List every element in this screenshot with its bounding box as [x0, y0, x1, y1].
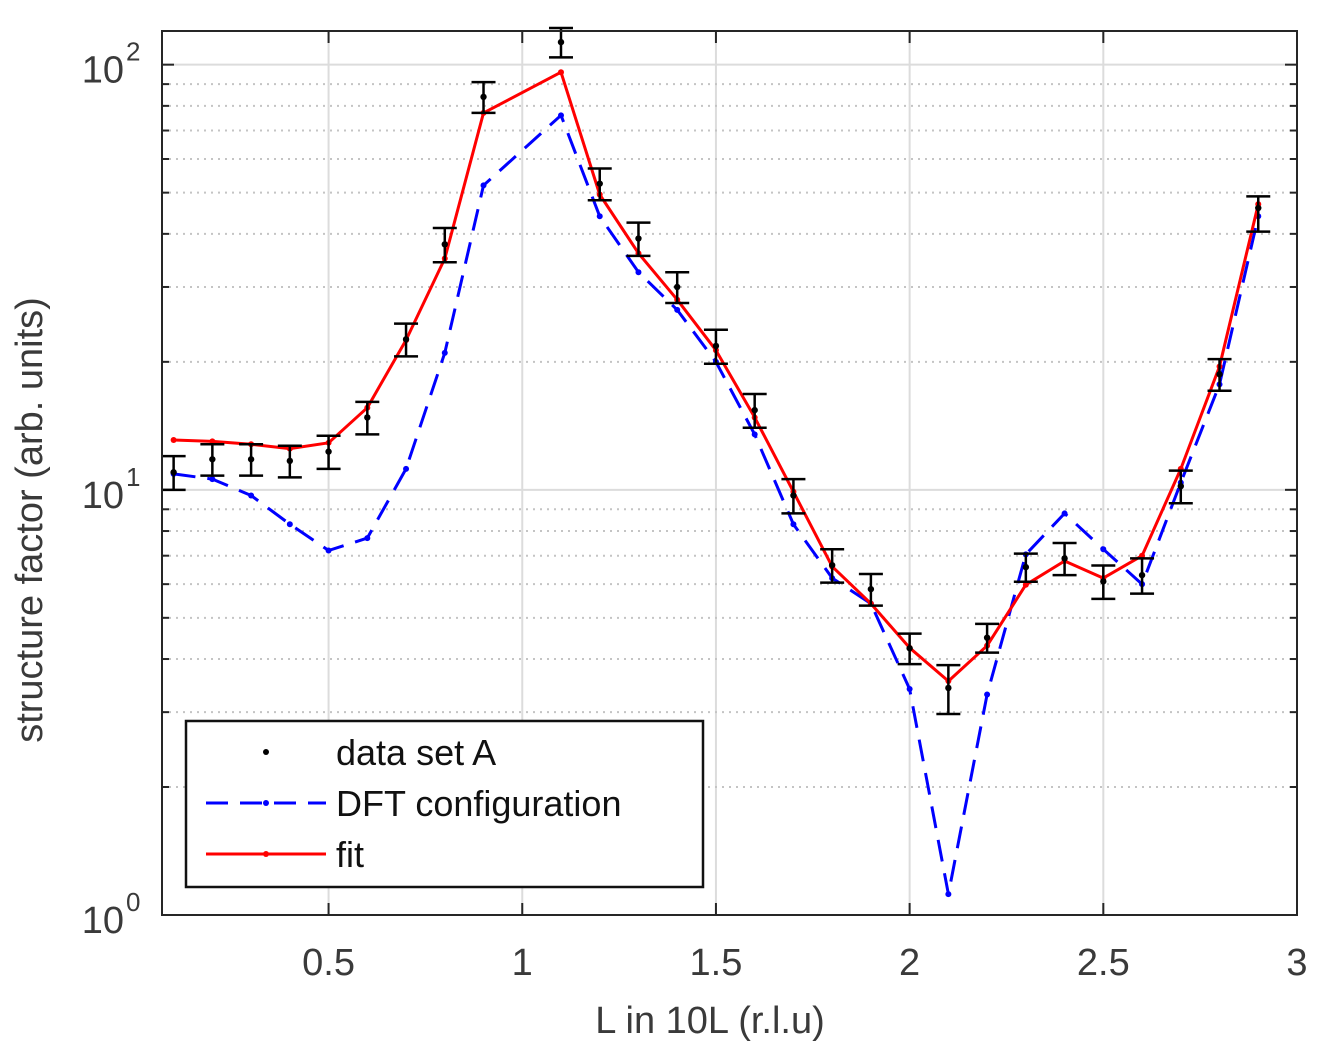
- data-point-data-set-a: [1022, 563, 1030, 571]
- x-tick-label: 1.5: [690, 942, 743, 984]
- data-point-dft-configuration: [286, 521, 293, 528]
- y-tick-label-exponent: 0: [126, 887, 140, 917]
- data-point-dft-configuration: [364, 535, 371, 542]
- data-point-data-set-a: [674, 283, 681, 291]
- data-point-data-set-a: [1255, 204, 1262, 212]
- data-point-fit: [209, 438, 216, 445]
- data-point-data-set-a: [402, 336, 410, 343]
- data-point-data-set-a: [1177, 482, 1184, 490]
- data-point-data-set-a: [635, 235, 642, 242]
- x-tick-label: 3: [1286, 942, 1307, 984]
- y-tick-label: 10 1: [82, 462, 141, 517]
- data-point-data-set-a: [286, 457, 294, 465]
- data-point-data-set-a: [557, 38, 565, 46]
- data-point-data-set-a: [1100, 578, 1107, 585]
- data-point-dft-configuration: [557, 112, 564, 119]
- legend-marker-fit: [263, 851, 269, 857]
- data-point-dft-configuration: [480, 182, 487, 189]
- data-point-dft-configuration: [906, 686, 913, 693]
- series-data-set-a: [161, 26, 1271, 716]
- y-tick-label-base: 10: [82, 900, 124, 942]
- x-tick-label: 1: [512, 942, 533, 984]
- legend-label-data-set-a: data set A: [336, 732, 496, 773]
- legend: data set A DFT configuration fit: [184, 719, 705, 889]
- plot-frame: [161, 30, 1298, 916]
- data-point-data-set-a: [1061, 555, 1068, 562]
- series-dft-configuration: [170, 112, 1262, 898]
- data-point-fit: [557, 69, 564, 76]
- y-tick-label-exponent: 1: [126, 462, 140, 492]
- data-point-dft-configuration: [441, 349, 448, 356]
- data-point-data-set-a: [712, 342, 720, 350]
- y-tick-label-exponent: 2: [126, 37, 140, 67]
- data-point-data-set-a: [906, 645, 913, 652]
- data-point-dft-configuration: [945, 891, 952, 898]
- data-point-dft-configuration: [790, 521, 797, 528]
- series-line-fit: [173, 70, 1260, 683]
- data-point-data-set-a: [828, 561, 836, 569]
- x-tick-label: 2.5: [1077, 942, 1130, 984]
- legend-marker-dft-configuration: [263, 800, 269, 806]
- data-point-data-set-a: [247, 456, 255, 463]
- legend-label-fit: fit: [336, 834, 364, 875]
- data-point-data-set-a: [867, 585, 875, 593]
- x-axis-title: L in 10L (r.l.u): [595, 1000, 825, 1042]
- data-point-dft-configuration: [1100, 546, 1107, 553]
- data-point-data-set-a: [983, 634, 991, 641]
- legend-box: [184, 719, 705, 889]
- data-point-data-set-a: [364, 414, 371, 421]
- legend-entry-fit: fit: [206, 834, 364, 875]
- data-point-fit: [1022, 581, 1029, 588]
- data-point-data-set-a: [441, 241, 448, 248]
- data-point-dft-configuration: [1061, 510, 1068, 517]
- data-point-dft-configuration: [984, 691, 991, 698]
- y-axis-title: structure factor (arb. units): [9, 297, 51, 743]
- legend-entry-dft-configuration: DFT configuration: [206, 783, 621, 824]
- data-point-dft-configuration: [596, 213, 603, 220]
- y-tick-label: 10 2: [82, 37, 141, 92]
- data-point-dft-configuration: [751, 431, 758, 438]
- data-point-data-set-a: [1138, 571, 1146, 579]
- data-point-data-set-a: [790, 492, 797, 499]
- x-tick-label: 0.5: [302, 942, 355, 984]
- data-point-data-set-a: [945, 684, 952, 692]
- data-point-dft-configuration: [248, 492, 255, 499]
- y-tick-label-base: 10: [82, 475, 124, 517]
- data-point-dft-configuration: [209, 476, 216, 483]
- data-point-dft-configuration: [403, 465, 410, 472]
- data-point-data-set-a: [596, 180, 603, 187]
- data-point-dft-configuration: [674, 306, 681, 313]
- error-bar: [1246, 195, 1271, 233]
- plot-area: [161, 26, 1271, 898]
- data-point-data-set-a: [209, 456, 216, 463]
- legend-entry-data-set-a: data set A: [263, 732, 496, 773]
- data-point-dft-configuration: [325, 547, 332, 554]
- data-point-data-set-a: [751, 406, 758, 414]
- x-tick-label: 2: [899, 942, 920, 984]
- y-tick-label: 10 0: [82, 887, 141, 942]
- data-point-data-set-a: [1216, 371, 1223, 378]
- series-line-dft-configuration: [173, 113, 1260, 896]
- data-point-fit: [170, 436, 177, 443]
- data-point-data-set-a: [480, 93, 487, 101]
- legend-marker-data-set-a: [263, 749, 269, 755]
- y-tick-label-base: 10: [82, 50, 124, 92]
- legend-label-dft-configuration: DFT configuration: [336, 783, 621, 824]
- x-tick-labels: 0.5 1 1.5 2 2.5 3: [302, 942, 1307, 984]
- data-point-dft-configuration: [635, 269, 642, 276]
- data-point-data-set-a: [170, 469, 177, 476]
- data-point-data-set-a: [325, 448, 332, 455]
